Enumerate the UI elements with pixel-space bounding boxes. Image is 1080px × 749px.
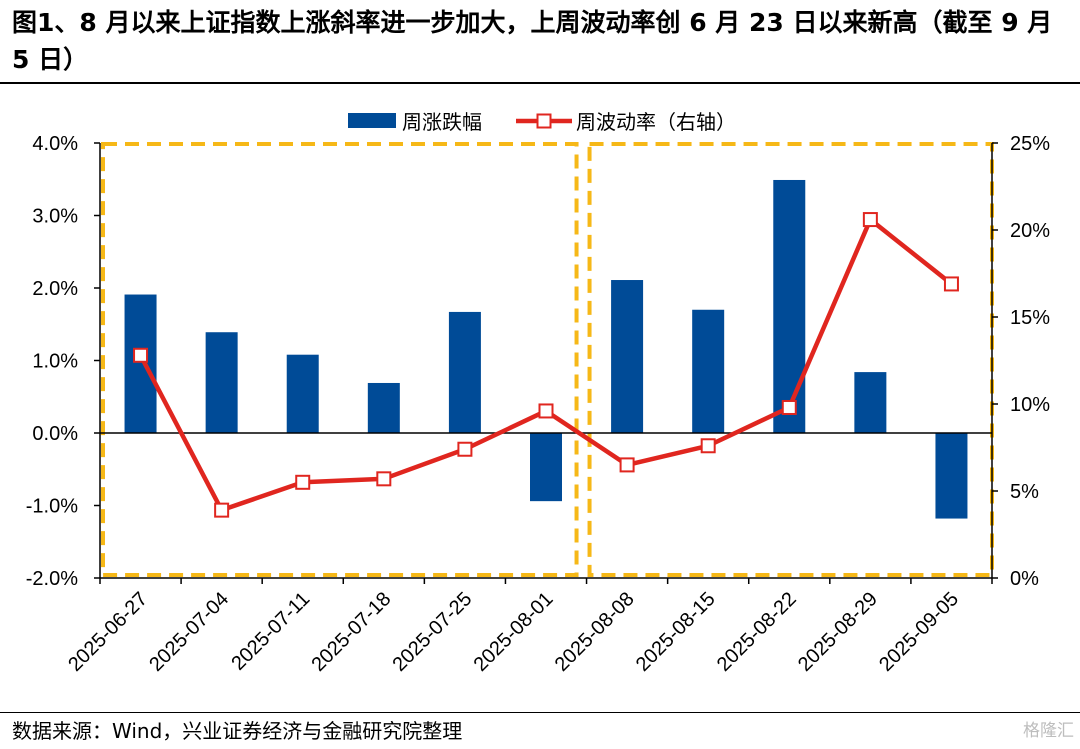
line-point-2025-07-11 [295,474,311,490]
bottom-rule [0,712,1080,713]
x-tick-label: 2025-08-15 [632,588,720,676]
chart-title: 图1、8 月以来上证指数上涨斜率进一步加大，上周波动率创 6 月 23 日以来新… [12,8,1053,74]
bar-2025-08-22 [773,179,806,433]
bar-2025-08-15 [692,309,725,433]
left-tick-label: 2.0% [32,278,78,300]
line-point-2025-08-29 [862,212,878,228]
top-rule [0,82,1080,84]
x-tick-label: 2025-07-25 [389,588,477,676]
right-tick-label: 20% [1010,220,1050,242]
x-tick-label: 2025-07-04 [145,588,233,676]
x-tick-label: 2025-08-01 [470,588,558,676]
bar-2025-07-11 [286,354,319,433]
left-tick-label: 0.0% [32,423,78,445]
line-point-2025-08-22 [781,399,797,415]
x-tick-label: 2025-09-05 [875,588,963,676]
line-point-2025-07-25 [457,441,473,457]
right-tick-label: 0% [1010,568,1039,590]
right-tick-label: 10% [1010,394,1050,416]
bar-2025-08-29 [854,372,887,433]
line-point-2025-07-04 [214,502,230,518]
legend-line-marker [536,113,552,129]
x-tick-label: 2025-07-18 [307,588,395,676]
right-tick-label: 5% [1010,481,1039,503]
line-point-2025-08-15 [700,438,716,454]
x-tick-label: 2025-08-08 [551,588,639,676]
right-tick-label: 25% [1010,133,1050,155]
x-tick-label: 2025-08-29 [794,588,882,676]
legend-bar-swatch [348,113,396,128]
right-tick-label: 15% [1010,307,1050,329]
source-note: 数据来源：Wind，兴业证券经济与金融研究院整理 [12,719,463,743]
bar-2025-07-04 [205,332,238,433]
line-point-2025-07-18 [376,471,392,487]
bar-2025-09-05 [935,433,968,519]
x-tick-label: 2025-06-27 [64,588,152,676]
line-point-2025-08-08 [619,457,635,473]
highlight-box-1 [101,142,579,577]
bar-2025-08-01 [530,433,562,502]
bar-2025-07-25 [448,311,481,433]
legend-line-label: 周波动率（右轴） [576,111,736,134]
left-tick-label: 3.0% [32,206,78,228]
bar-2025-06-27 [124,294,157,433]
left-tick-label: -1.0% [26,496,78,518]
line-point-2025-08-01 [538,403,554,419]
legend: 周涨跌幅 周波动率（右轴） [348,111,736,134]
x-tick-label: 2025-07-11 [227,588,314,675]
x-tick-label: 2025-08-22 [713,588,801,676]
axes: -2.0% -1.0% 0.0% 1.0% 2.0% 3.0% 4.0% 0% 5% 10% 15%… [26,133,1050,676]
line-series [133,212,959,518]
left-tick-label: 1.0% [32,351,78,373]
left-tick-label: 4.0% [32,133,78,155]
bar-series [124,179,968,519]
bar-2025-07-18 [367,382,400,433]
left-tick-label: -2.0% [26,568,78,590]
chart-canvas: -2.0% -1.0% 0.0% 1.0% 2.0% 3.0% 4.0% 0% 5% 10% 15%… [26,111,1050,676]
watermark-logo: 格隆汇 [1023,721,1074,741]
line-point-2025-09-05 [943,276,959,292]
line-point-2025-06-27 [133,347,149,363]
legend-bar-label: 周涨跌幅 [402,111,482,134]
bar-2025-08-08 [611,280,644,433]
